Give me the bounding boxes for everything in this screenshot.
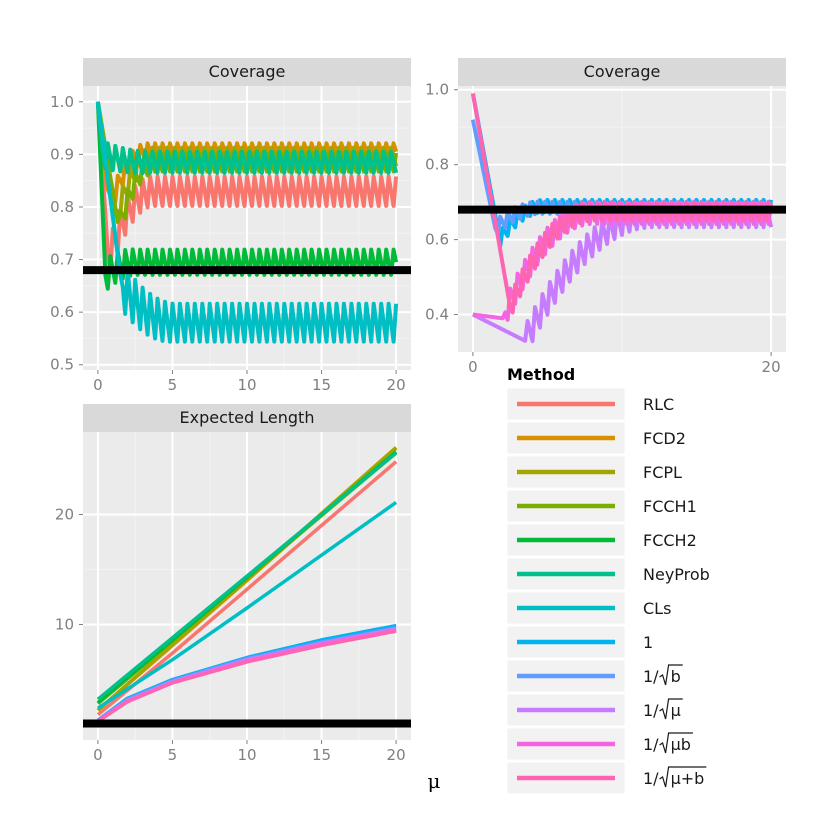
expected-length-panel: Expected Length 0 5 10 15 20 10 20 — [55, 404, 411, 764]
panel-title: Coverage — [209, 62, 286, 81]
y-tick-label: 0.8 — [50, 198, 74, 216]
series-line-neyprob — [95, 101, 399, 175]
legend-label: 1 — [643, 633, 653, 652]
sqrt-symbol — [659, 664, 683, 686]
x-tick-label: 0 — [93, 746, 103, 764]
x-tick-label: 20 — [387, 746, 406, 764]
x-tick-label: 0 — [468, 358, 478, 376]
x-tick-label: 20 — [387, 376, 406, 394]
legend-sqrt-denominator: μb — [671, 735, 691, 754]
series-line-1 — [471, 201, 774, 344]
x-tick-label: 5 — [168, 376, 178, 394]
y-tick-label: 0.9 — [50, 145, 74, 163]
sqrt-symbol — [659, 732, 693, 754]
x-tick-label: 10 — [237, 746, 256, 764]
y-tick-label: 20 — [55, 506, 74, 524]
y-tick-label: 10 — [55, 616, 74, 634]
strip-background — [83, 58, 411, 86]
series-line-neyprob — [96, 451, 398, 701]
coverage-panel-right: Coverage 0 20 0.4 0.6 0.8 1.0 — [425, 58, 786, 376]
series-line-fcch2 — [95, 101, 399, 291]
y-tick-label: 0.7 — [50, 251, 74, 269]
strip-background — [458, 58, 786, 86]
legend-label: 1/ — [643, 735, 659, 754]
series-line-cls — [96, 500, 398, 710]
panel-title: Coverage — [584, 62, 661, 81]
x-tick-label: 15 — [312, 746, 331, 764]
x-tick-label: 5 — [168, 746, 178, 764]
legend-label: CLs — [643, 599, 671, 618]
x-tick-label: 15 — [312, 376, 331, 394]
legend-label: FCCH1 — [643, 497, 697, 516]
series-line-rlc — [95, 101, 399, 274]
x-tick-label: 10 — [237, 376, 256, 394]
series-line-1-b — [96, 629, 397, 723]
legend: Method RLC FCD2 FCPL FCCH1 FCCH2 NeyProb CLs 1 1/… — [497, 356, 724, 795]
sqrt-symbol — [659, 698, 683, 720]
legend-sqrt-denominator: μ+b — [671, 769, 705, 788]
legend-sqrt-denominator: μ — [671, 701, 681, 720]
y-tick-label: 0.6 — [50, 303, 74, 321]
y-tick-label: 0.6 — [425, 231, 449, 249]
legend-label: FCD2 — [643, 429, 686, 448]
y-tick-label: 0.5 — [50, 356, 74, 374]
series-line-rlc — [96, 460, 398, 717]
legend-label: NeyProb — [643, 565, 710, 584]
y-tick-label: 0.4 — [425, 306, 449, 324]
legend-label: FCCH2 — [643, 531, 697, 550]
legend-title: Method — [507, 365, 575, 384]
x-axis-label: μ — [428, 769, 441, 793]
x-tick-label: 0 — [93, 376, 103, 394]
legend-label: FCPL — [643, 463, 682, 482]
strip-background — [83, 404, 411, 432]
coverage-panel-left: Coverage 0 5 10 15 20 0.5 0.6 0.7 0.8 0.9 1.0 — [50, 58, 411, 394]
x-tick-label: 20 — [762, 358, 781, 376]
sqrt-symbol — [659, 766, 707, 788]
legend-label: RLC — [643, 395, 674, 414]
series-line-cls — [95, 101, 399, 344]
legend-label: 1/ — [643, 769, 659, 788]
y-tick-label: 1.0 — [50, 93, 74, 111]
legend-label: 1/ — [643, 701, 659, 720]
legend-sqrt-denominator: b — [671, 667, 681, 686]
panel-title: Expected Length — [180, 408, 315, 427]
legend-label: 1/ — [643, 667, 659, 686]
y-tick-label: 0.8 — [425, 156, 449, 174]
y-tick-label: 1.0 — [425, 81, 449, 99]
